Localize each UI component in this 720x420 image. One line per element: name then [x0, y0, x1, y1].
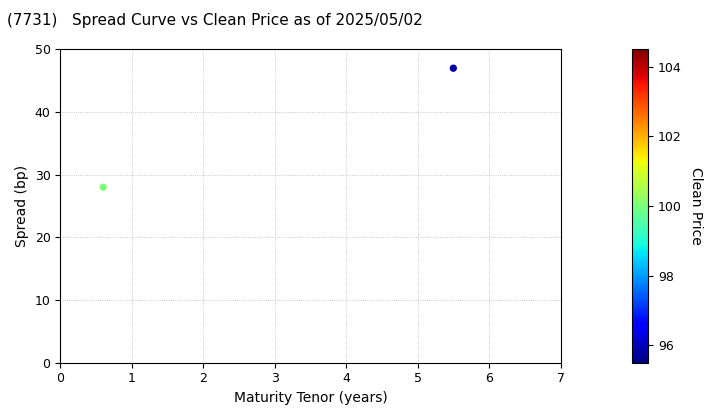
Text: (7731)   Spread Curve vs Clean Price as of 2025/05/02: (7731) Spread Curve vs Clean Price as of… — [7, 13, 423, 28]
Y-axis label: Clean Price: Clean Price — [688, 167, 703, 245]
Y-axis label: Spread (bp): Spread (bp) — [15, 165, 29, 247]
Point — [97, 184, 109, 191]
X-axis label: Maturity Tenor (years): Maturity Tenor (years) — [233, 391, 387, 405]
Point — [448, 65, 459, 71]
